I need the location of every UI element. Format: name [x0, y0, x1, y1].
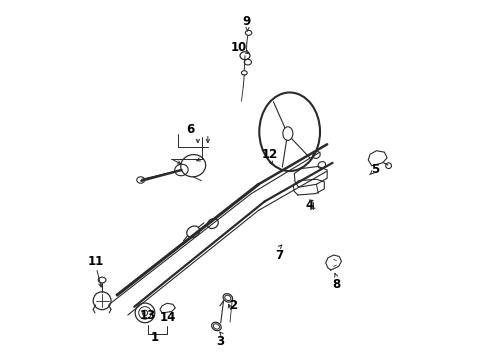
Text: 14: 14	[159, 311, 176, 324]
Text: 4: 4	[305, 198, 314, 212]
Text: 2: 2	[229, 299, 238, 312]
Text: 7: 7	[275, 248, 283, 261]
Text: 12: 12	[262, 148, 278, 162]
Text: 10: 10	[231, 41, 247, 54]
Text: 11: 11	[88, 255, 104, 268]
Text: 8: 8	[332, 278, 340, 291]
Text: 3: 3	[217, 335, 225, 348]
Text: 1: 1	[151, 332, 159, 345]
Text: 5: 5	[371, 163, 380, 176]
Text: 9: 9	[243, 14, 251, 27]
Text: 6: 6	[187, 123, 195, 136]
Text: 13: 13	[140, 309, 156, 322]
